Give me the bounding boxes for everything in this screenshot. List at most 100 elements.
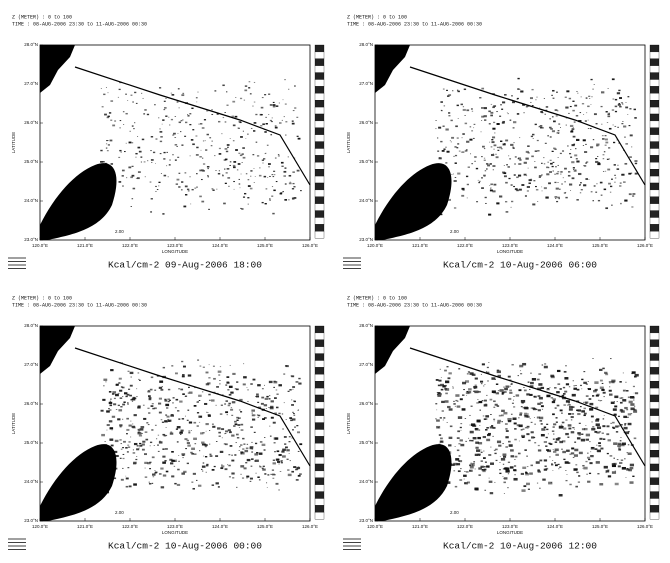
cloud-speckle [281, 165, 284, 167]
cloud-speckle [505, 385, 510, 388]
cloud-speckle [624, 431, 630, 435]
cloud-speckle [558, 396, 561, 398]
cloud-speckle [603, 188, 607, 191]
cloud-speckle [514, 156, 517, 158]
cloud-speckle [274, 174, 276, 176]
cloud-speckle [561, 426, 564, 428]
cloud-speckle [525, 473, 529, 476]
cloud-speckle [182, 457, 184, 459]
y-axis-label: LATITUDE [346, 132, 351, 153]
cloud-speckle [203, 455, 205, 457]
cloud-speckle [264, 473, 267, 475]
cloud-speckle [483, 468, 487, 471]
cloud-speckle [552, 413, 555, 416]
cloud-speckle [481, 187, 484, 190]
cloud-speckle [181, 181, 184, 183]
cloud-speckle [184, 395, 188, 397]
cloud-speckle [617, 444, 621, 448]
cloud-speckle [555, 453, 559, 456]
cloud-speckle [275, 482, 279, 485]
cloud-speckle [218, 120, 221, 123]
cloud-speckle [446, 421, 448, 423]
cloud-speckle [110, 163, 114, 165]
cloud-speckle [602, 158, 605, 160]
cloud-speckle [251, 448, 254, 450]
cloud-speckle [443, 105, 446, 107]
cloud-speckle [575, 114, 579, 117]
cloud-speckle [201, 200, 205, 203]
cloud-speckle [562, 440, 566, 443]
cloud-speckle [122, 403, 126, 406]
cloud-speckle [215, 404, 217, 406]
colorbar-cell [314, 381, 325, 389]
cloud-speckle [600, 91, 605, 94]
z-range: Z (METER) : 0 to 100 [347, 295, 407, 301]
cloud-speckle [483, 115, 487, 118]
cloud-speckle [454, 162, 457, 164]
cloud-speckle [147, 424, 150, 426]
cloud-speckle [105, 147, 108, 149]
cloud-speckle [472, 462, 475, 465]
cloud-speckle [585, 178, 588, 180]
cloud-speckle [523, 112, 525, 114]
cloud-speckle [199, 450, 201, 452]
cloud-speckle [579, 184, 581, 186]
cloud-speckle [594, 431, 598, 433]
cloud-speckle [508, 155, 510, 157]
cloud-speckle [465, 175, 469, 178]
cloud-speckle [564, 167, 567, 170]
cloud-speckle [132, 452, 136, 454]
cloud-speckle [180, 429, 184, 432]
panel-caption: Kcal/cm-2 10-Aug-2006 06:00 [443, 260, 597, 271]
cloud-speckle [541, 162, 543, 164]
cloud-speckle [155, 163, 156, 164]
cloud-speckle [102, 398, 106, 401]
cloud-speckle [231, 434, 235, 437]
cloud-speckle [259, 465, 261, 467]
cloud-speckle [208, 208, 210, 210]
colorbar-cell [649, 148, 660, 156]
cloud-speckle [478, 400, 482, 404]
cloud-speckle [470, 405, 473, 407]
cloud-speckle [178, 172, 181, 174]
cloud-speckle [223, 202, 226, 205]
cloud-speckle [435, 128, 437, 130]
cloud-speckle [229, 445, 233, 447]
cloud-speckle [240, 452, 245, 455]
cloud-speckle [572, 167, 575, 169]
cloud-speckle [627, 452, 632, 455]
cloud-speckle [180, 388, 184, 391]
cloud-speckle [527, 167, 529, 169]
cloud-speckle [132, 426, 136, 429]
cloud-speckle [273, 380, 276, 383]
colorbar-cell [314, 162, 325, 170]
cloud-speckle [146, 113, 150, 116]
cloud-speckle [121, 386, 125, 389]
cloud-speckle [505, 436, 509, 439]
cloud-speckle [195, 154, 199, 156]
cloud-speckle [291, 404, 294, 406]
cloud-speckle [579, 112, 582, 114]
cloud-speckle [518, 163, 522, 165]
cloud-speckle [525, 471, 528, 473]
cloud-speckle [110, 369, 114, 372]
cloud-speckle [513, 185, 515, 188]
cloud-speckle [459, 398, 463, 401]
cloud-speckle [596, 418, 600, 421]
cloud-speckle [546, 428, 549, 431]
cloud-speckle [267, 163, 271, 165]
cloud-speckle [435, 403, 438, 405]
cloud-speckle [569, 453, 572, 455]
cloud-speckle [196, 186, 198, 188]
cloud-speckle [165, 115, 168, 117]
cloud-speckle [619, 409, 624, 412]
colorbar-cell [649, 429, 660, 437]
cloud-speckle [527, 413, 529, 415]
taiwan [375, 444, 452, 521]
cloud-speckle [493, 144, 497, 147]
cloud-speckle [518, 157, 522, 160]
cloud-speckle [489, 163, 492, 165]
cloud-speckle [607, 113, 610, 116]
cloud-speckle [195, 97, 198, 99]
cloud-speckle [114, 439, 119, 443]
